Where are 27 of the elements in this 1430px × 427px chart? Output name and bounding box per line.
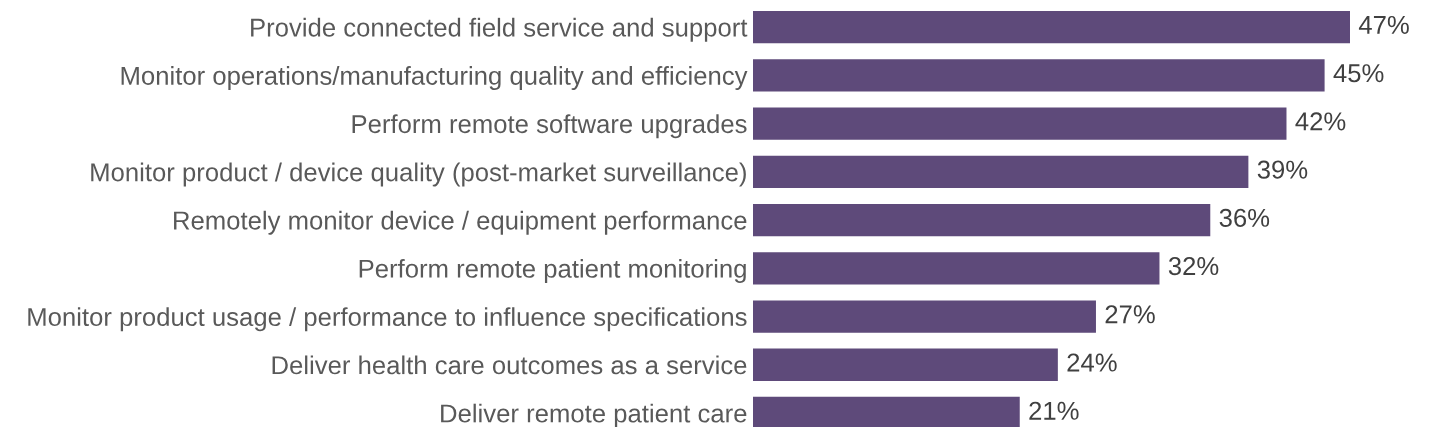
- bar: [753, 396, 1020, 427]
- bar: [753, 155, 1249, 188]
- data-label: 39%: [1257, 160, 1308, 179]
- data-label: 36%: [1219, 208, 1270, 227]
- y-tick-label: Perform remote software upgrades: [352, 114, 747, 139]
- bar: [753, 107, 1287, 140]
- y-tick-label: Monitor product usage / performance to influence specifications: [28, 307, 747, 332]
- data-label: 42%: [1295, 112, 1346, 131]
- y-tick-label: Monitor product / device quality (post-market surveillance): [91, 162, 746, 187]
- y-tick-label: Deliver health care outcomes as a service: [272, 355, 747, 375]
- bar: [753, 59, 1325, 92]
- bar: [753, 10, 1350, 44]
- data-label: 27%: [1105, 305, 1155, 324]
- y-tick-label: Provide connected field service and support: [251, 17, 748, 42]
- bar: [753, 300, 1096, 333]
- bar: [753, 203, 1211, 237]
- data-label: 21%: [1029, 401, 1079, 420]
- y-tick-label: Remotely monitor device / equipment performance: [174, 210, 747, 235]
- bar: [753, 252, 1160, 285]
- y-tick-label: Deliver remote patient care: [441, 403, 747, 427]
- y-tick-label: Perform remote patient monitoring: [359, 258, 746, 283]
- data-label: 24%: [1067, 353, 1117, 372]
- data-label: 45%: [1333, 64, 1384, 83]
- data-label: 47%: [1358, 15, 1409, 34]
- data-label: 32%: [1168, 257, 1219, 276]
- bar: [753, 348, 1058, 381]
- y-tick-label: Monitor operations/manufacturing quality and efficiency: [121, 66, 748, 90]
